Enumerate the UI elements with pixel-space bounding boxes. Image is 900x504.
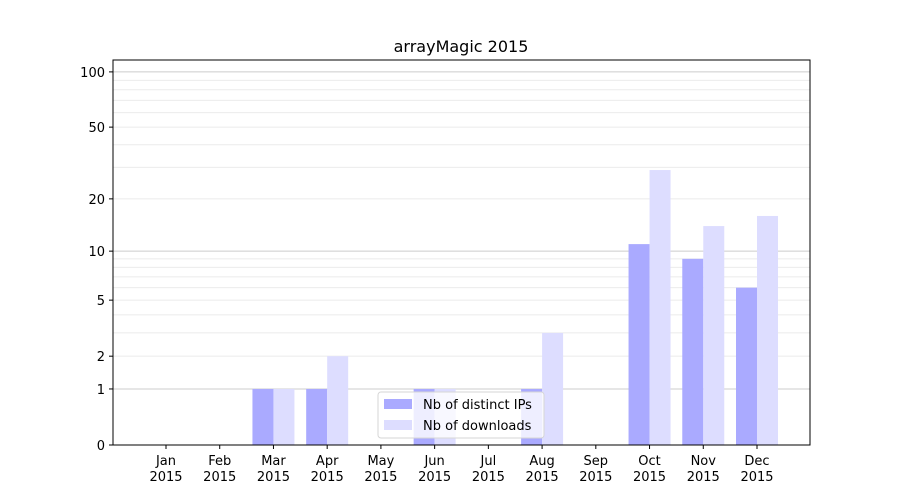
bar-ips bbox=[306, 388, 328, 445]
y-tick-label: 2 bbox=[97, 350, 105, 365]
legend: Nb of distinct IPs Nb of downloads bbox=[377, 391, 545, 439]
x-tick-label: Mar 2015 bbox=[257, 454, 290, 485]
x-tick-label: Nov 2015 bbox=[687, 454, 720, 485]
bar-downloads bbox=[649, 170, 671, 445]
bar-ips bbox=[628, 244, 650, 445]
y-tick-label: 10 bbox=[88, 245, 105, 260]
bar-ips bbox=[252, 388, 274, 445]
x-tick-label: Oct 2015 bbox=[633, 454, 666, 485]
bar-ips bbox=[682, 258, 704, 445]
legend-swatch bbox=[384, 420, 412, 430]
chart-title: arrayMagic 2015 bbox=[394, 37, 529, 56]
y-tick-label: 1 bbox=[97, 383, 105, 398]
x-tick-label: May 2015 bbox=[364, 454, 397, 485]
x-tick-label: Jul 2015 bbox=[472, 454, 505, 485]
bar-ips bbox=[736, 287, 757, 445]
x-tick-label: Jun 2015 bbox=[418, 454, 451, 485]
x-tick-label: Dec 2015 bbox=[740, 454, 773, 485]
y-tick-label: 5 bbox=[97, 294, 105, 309]
legend-box bbox=[377, 391, 545, 439]
y-tick-label: 0 bbox=[97, 439, 105, 454]
y-tick-label: 20 bbox=[88, 193, 105, 208]
x-tick-label: Jan 2015 bbox=[149, 454, 182, 485]
y-tick-label: 100 bbox=[80, 66, 105, 81]
bar-downloads bbox=[757, 215, 778, 445]
bar-downloads bbox=[703, 226, 725, 445]
x-tick-label: Apr 2015 bbox=[311, 454, 344, 485]
legend-swatch bbox=[384, 399, 412, 409]
bar-downloads bbox=[327, 356, 349, 445]
x-tick-label: Sep 2015 bbox=[579, 454, 612, 485]
y-tick-label: 50 bbox=[88, 121, 105, 136]
x-tick-label: Feb 2015 bbox=[203, 454, 236, 485]
x-tick-label: Aug 2015 bbox=[526, 454, 559, 485]
bar-downloads bbox=[273, 388, 295, 445]
legend-label: Nb of downloads bbox=[423, 419, 532, 434]
plot-frame bbox=[112, 59, 811, 446]
bar-downloads bbox=[542, 332, 564, 445]
legend-label: Nb of distinct IPs bbox=[423, 398, 532, 413]
